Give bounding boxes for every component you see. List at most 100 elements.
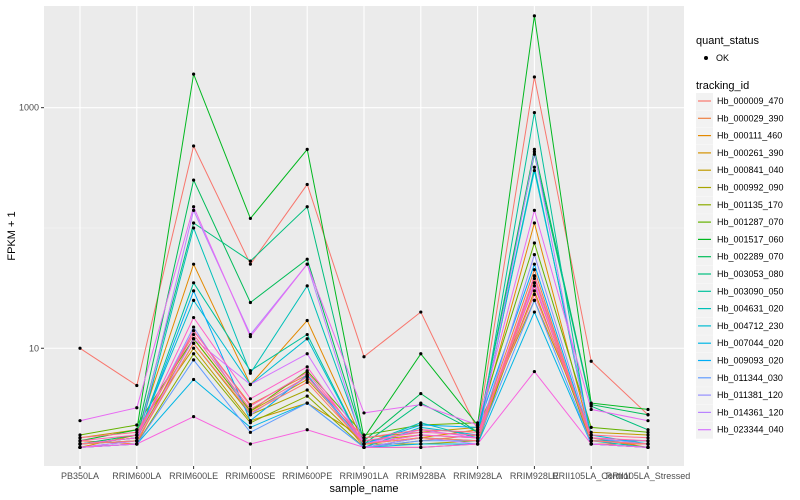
data-point bbox=[192, 289, 196, 293]
y-tick-label: 1000 bbox=[19, 103, 39, 113]
data-point bbox=[192, 337, 196, 341]
data-point bbox=[532, 310, 537, 314]
data-point bbox=[419, 425, 423, 429]
data-point bbox=[419, 436, 423, 440]
data-point bbox=[305, 428, 309, 432]
data-point bbox=[419, 439, 423, 443]
data-point bbox=[589, 439, 593, 443]
data-point bbox=[476, 428, 480, 432]
data-point bbox=[305, 375, 309, 379]
data-point bbox=[78, 419, 82, 423]
data-point bbox=[476, 421, 480, 425]
data-point bbox=[589, 425, 593, 429]
data-point bbox=[532, 298, 537, 302]
data-point bbox=[589, 359, 593, 363]
data-point bbox=[192, 341, 196, 345]
data-point bbox=[248, 259, 252, 263]
legend-label: Hb_000009_470 bbox=[717, 96, 784, 106]
x-tick-label: RRIM928LA bbox=[453, 471, 502, 481]
data-point bbox=[646, 445, 650, 449]
legend: quant_status OK tracking_id Hb_000009_47… bbox=[696, 35, 784, 439]
data-point bbox=[476, 439, 480, 443]
data-point bbox=[248, 419, 252, 423]
data-point bbox=[248, 430, 252, 434]
data-point bbox=[362, 355, 366, 359]
data-point bbox=[646, 436, 650, 440]
data-point bbox=[532, 289, 537, 293]
data-point bbox=[532, 168, 537, 173]
data-point bbox=[192, 332, 196, 337]
data-point bbox=[362, 433, 366, 437]
data-point bbox=[305, 337, 309, 341]
data-point bbox=[362, 445, 366, 449]
data-point bbox=[305, 257, 309, 261]
data-point bbox=[646, 439, 650, 443]
data-point bbox=[192, 262, 196, 266]
legend-label: Hb_023344_040 bbox=[717, 425, 784, 435]
data-point bbox=[135, 430, 139, 434]
legend-label: Hb_001517_060 bbox=[717, 234, 784, 244]
data-point bbox=[532, 165, 537, 169]
data-point bbox=[532, 281, 537, 285]
legend-label: Hb_000111_460 bbox=[717, 131, 782, 141]
data-point bbox=[419, 421, 423, 425]
data-point bbox=[135, 383, 139, 388]
legend-label: Hb_007044_020 bbox=[717, 338, 784, 348]
data-point bbox=[476, 423, 480, 427]
x-tick-label: RRIM600SE bbox=[225, 471, 275, 481]
y-tick-label: 10 bbox=[29, 343, 39, 353]
data-point bbox=[646, 442, 650, 446]
data-point bbox=[305, 332, 309, 337]
data-point bbox=[192, 208, 196, 212]
data-point bbox=[248, 262, 252, 266]
data-point bbox=[646, 433, 650, 437]
data-point bbox=[135, 433, 139, 437]
data-point bbox=[419, 442, 423, 446]
data-point bbox=[135, 406, 139, 410]
data-point bbox=[305, 370, 309, 374]
data-point bbox=[192, 329, 196, 333]
data-point bbox=[305, 365, 309, 369]
data-point bbox=[476, 425, 480, 429]
data-point bbox=[248, 334, 252, 339]
shape-legend-key-ok bbox=[704, 56, 708, 60]
x-axis-title: sample_name bbox=[329, 483, 398, 495]
data-point bbox=[192, 221, 196, 225]
color-legend-items: Hb_000009_470 Hb_000029_390 Hb_000111_460 H… bbox=[696, 93, 784, 439]
data-point bbox=[476, 433, 480, 437]
y-axis-title: FPKM + 1 bbox=[6, 211, 18, 260]
legend-label: Hb_003053_080 bbox=[717, 269, 784, 279]
data-point bbox=[135, 439, 139, 443]
data-point bbox=[362, 411, 366, 415]
data-point bbox=[192, 298, 196, 302]
data-point bbox=[532, 274, 537, 278]
data-point bbox=[532, 241, 537, 245]
data-point bbox=[305, 284, 309, 288]
data-point bbox=[532, 262, 537, 266]
data-point bbox=[305, 394, 309, 398]
y-axis: 10 1000 bbox=[19, 103, 44, 353]
data-point bbox=[192, 377, 196, 382]
legend-label: Hb_000841_040 bbox=[717, 165, 784, 175]
data-point bbox=[248, 397, 252, 401]
data-point bbox=[589, 404, 593, 408]
data-point bbox=[192, 358, 196, 362]
data-point bbox=[532, 75, 537, 79]
data-point bbox=[362, 436, 366, 440]
shape-legend-title: quant_status bbox=[696, 35, 759, 47]
data-point bbox=[362, 439, 366, 443]
data-point bbox=[248, 216, 252, 221]
data-point bbox=[135, 436, 139, 440]
data-point bbox=[419, 428, 423, 432]
data-point bbox=[646, 419, 650, 423]
data-point bbox=[305, 377, 309, 382]
data-point bbox=[305, 205, 309, 209]
data-point bbox=[419, 352, 423, 356]
data-point bbox=[419, 423, 423, 427]
x-tick-label: RRIM928BA bbox=[396, 471, 446, 481]
data-point bbox=[78, 445, 82, 449]
data-point bbox=[78, 433, 82, 437]
x-tick-label: RRII105LA_Stressed bbox=[606, 471, 691, 481]
data-point bbox=[305, 182, 309, 187]
